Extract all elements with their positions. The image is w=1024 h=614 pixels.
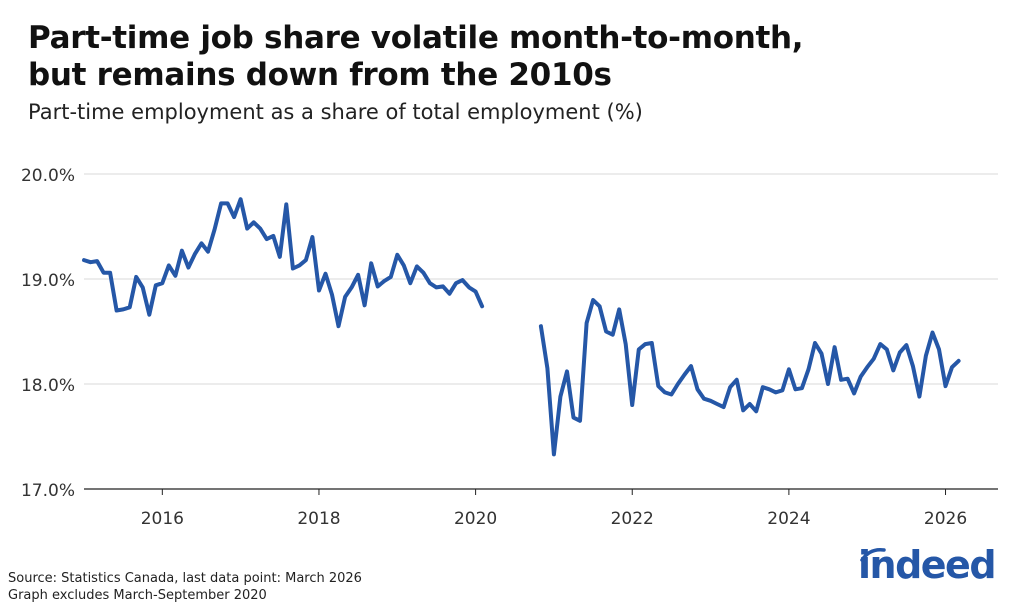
chart-title: Part-time job share volatile month-to-mo… (28, 20, 988, 94)
y-tick-label: 17.0% (21, 481, 75, 501)
grid-lines (84, 173, 998, 385)
source-note: Source: Statistics Canada, last data poi… (8, 570, 362, 604)
x-tick-label: 2026 (924, 509, 967, 529)
y-tick-label: 18.0% (21, 376, 75, 396)
x-tick-label: 2024 (767, 509, 810, 529)
chart-title-line-2: but remains down from the 2010s (28, 57, 612, 93)
x-axis (84, 488, 998, 495)
series-line-segment (538, 298, 961, 457)
exclusion-note: Graph excludes March-September 2020 (8, 588, 267, 603)
x-tick-label: 2020 (454, 509, 497, 529)
indeed-logo: indeed (858, 543, 997, 587)
y-axis-tick-labels: 17.0% 18.0% 19.0% 20.0% (21, 166, 75, 501)
x-axis-tick-labels: 2016 2018 2020 2022 2024 2026 (141, 509, 967, 529)
series-line-segment (82, 197, 485, 329)
x-tick-label: 2016 (141, 509, 184, 529)
chart-title-line-1: Part-time job share volatile month-to-mo… (28, 20, 804, 56)
indeed-logo-arc-icon (860, 547, 886, 562)
source-text: Source: Statistics Canada, last data poi… (8, 571, 362, 586)
x-tick-label: 2022 (611, 509, 654, 529)
series-lines (82, 197, 961, 457)
y-tick-label: 19.0% (21, 271, 75, 291)
y-tick-label: 20.0% (21, 166, 75, 186)
x-tick-label: 2018 (297, 509, 340, 529)
chart-subtitle: Part-time employment as a share of total… (28, 100, 643, 124)
